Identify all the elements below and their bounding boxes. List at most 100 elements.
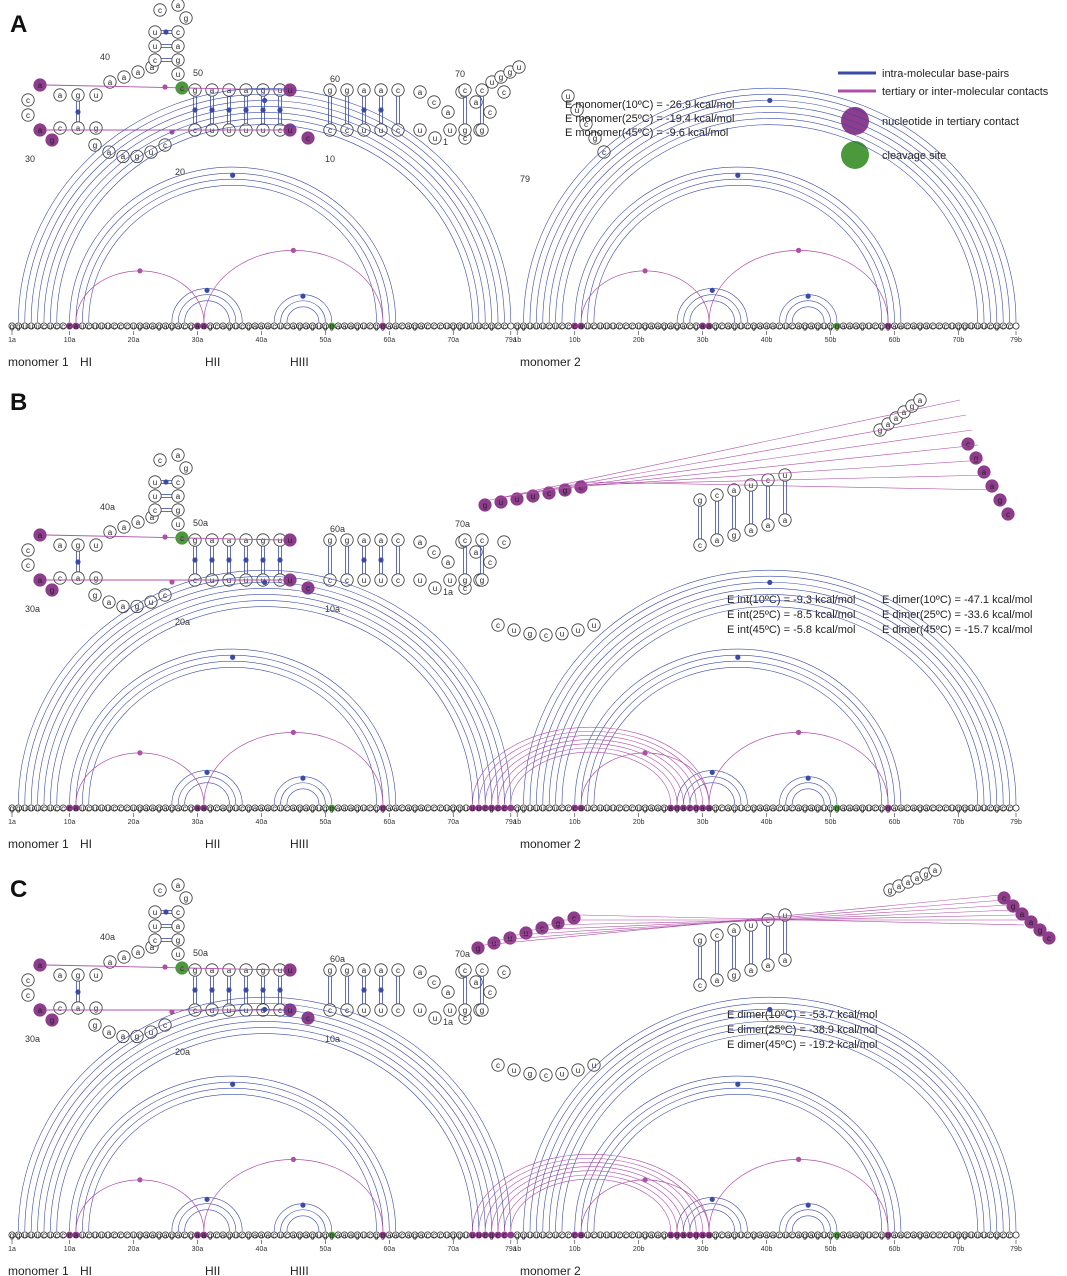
nucleotide: c (628, 322, 636, 331)
svg-text:c: c (58, 1004, 62, 1013)
svg-text:g: g (879, 322, 883, 331)
nucleotide: g (353, 322, 361, 331)
svg-text:a: a (764, 322, 769, 331)
svg-text:c: c (560, 804, 564, 813)
svg-text:c: c (125, 322, 129, 331)
svg-text:c: c (153, 56, 157, 65)
base-pair-bond (396, 96, 400, 124)
svg-text:a: a (707, 322, 712, 331)
nucleotide: c (942, 1231, 950, 1240)
nucleotide: c (693, 538, 707, 552)
intra-pair-arc (88, 1094, 377, 1232)
svg-text:c: c (400, 1231, 404, 1240)
svg-text:u: u (592, 621, 596, 630)
svg-text:a: a (446, 108, 451, 117)
nucleotide: g (513, 1231, 521, 1240)
svg-text:g: g (713, 1231, 717, 1240)
axis-tick-label: 10b (569, 1246, 581, 1253)
nucleotide: g (373, 1231, 381, 1240)
svg-text:u: u (448, 1006, 452, 1015)
nucleotide: g (731, 1231, 739, 1240)
tertiary-nucleotide: g (379, 322, 387, 331)
nucleotide (1012, 1231, 1020, 1239)
nucleotide: u (148, 905, 162, 919)
tertiary-nucleotide: g (45, 133, 59, 147)
nucleotide: u (948, 804, 956, 813)
svg-text:a: a (176, 451, 181, 460)
axis-tick-label: 79a (505, 819, 517, 826)
svg-text:a: a (406, 322, 411, 331)
svg-text:c: c (630, 322, 634, 331)
nucleotide: c (238, 1231, 246, 1240)
inter-molecular-arc (504, 1174, 678, 1232)
svg-text:g: g (16, 1231, 20, 1240)
svg-text:u: u (433, 134, 437, 143)
tertiary-nucleotide: a (699, 1231, 707, 1240)
nucleotide: u (27, 804, 35, 813)
svg-text:c: c (58, 574, 62, 583)
axis-tick-label: 50a (320, 819, 332, 826)
nucleotide: c (340, 1003, 354, 1017)
nucleotide: u (980, 322, 988, 331)
tertiary-nucleotide: a (72, 804, 80, 813)
tertiary-nucleotide: a (705, 804, 713, 813)
axis-tick-label: 60a (383, 819, 395, 826)
axis-tick-label: 40b (761, 1246, 773, 1253)
pair-marker (767, 97, 773, 104)
panel-letter-c: C (10, 876, 27, 903)
svg-text:c: c (432, 98, 436, 107)
tertiary-nucleotide: a (699, 322, 707, 331)
nucleotide: u (91, 1231, 99, 1240)
svg-text:a: a (924, 1231, 929, 1240)
svg-text:g: g (135, 1032, 139, 1041)
svg-text:c: c (502, 1231, 506, 1240)
svg-text:c: c (905, 804, 909, 813)
svg-text:g: g (184, 464, 188, 473)
nucleotide: a (357, 533, 371, 547)
nucleotide: g (859, 804, 867, 813)
structure-position-label: 30 (25, 154, 35, 164)
nucleotide: u (148, 39, 162, 53)
svg-text:u: u (94, 971, 98, 980)
inter-molecular-arc (478, 730, 703, 805)
svg-text:a: a (809, 1231, 814, 1240)
svg-text:c: c (630, 804, 634, 813)
nucleotide: g (296, 804, 304, 813)
svg-text:g: g (480, 126, 484, 135)
nucleotide: a (357, 963, 371, 977)
nucleotide: u (948, 322, 956, 331)
svg-text:g: g (227, 1231, 231, 1240)
tertiary-nucleotide: a (33, 123, 47, 137)
svg-text:a: a (266, 804, 271, 813)
svg-text:c: c (438, 804, 442, 813)
svg-text:g: g (451, 1231, 455, 1240)
svg-text:c: c (502, 968, 506, 977)
structure-position-label: 70a (455, 949, 470, 959)
nucleotide: g (878, 322, 886, 331)
domain-label: HI (80, 355, 92, 369)
svg-text:g: g (593, 134, 597, 143)
svg-text:g: g (298, 804, 302, 813)
svg-text:a: a (649, 322, 654, 331)
svg-text:c: c (112, 1231, 116, 1240)
svg-text:g: g (355, 1231, 359, 1240)
nucleotide: a (239, 83, 253, 97)
tertiary-nucleotide: a (193, 322, 201, 331)
nucleotide: g (456, 322, 464, 331)
axis-tick-label: 30b (697, 1246, 709, 1253)
intra-pair-arc (523, 569, 1017, 805)
svg-text:a: a (253, 322, 258, 331)
nucleotide: g (88, 588, 102, 602)
pair-marker (226, 107, 232, 113)
nucleotide: c (391, 963, 405, 977)
nucleotide: g (513, 322, 521, 331)
svg-text:u: u (969, 1231, 973, 1240)
svg-text:c: c (944, 322, 948, 331)
intra-pair-arc (779, 1203, 838, 1232)
svg-text:g: g (323, 804, 327, 813)
svg-text:c: c (480, 536, 484, 545)
nucleotide: u (91, 322, 99, 331)
axis-tick-label: 70a (447, 337, 459, 344)
nucleotide: a (174, 322, 182, 331)
svg-text:a: a (176, 881, 181, 890)
